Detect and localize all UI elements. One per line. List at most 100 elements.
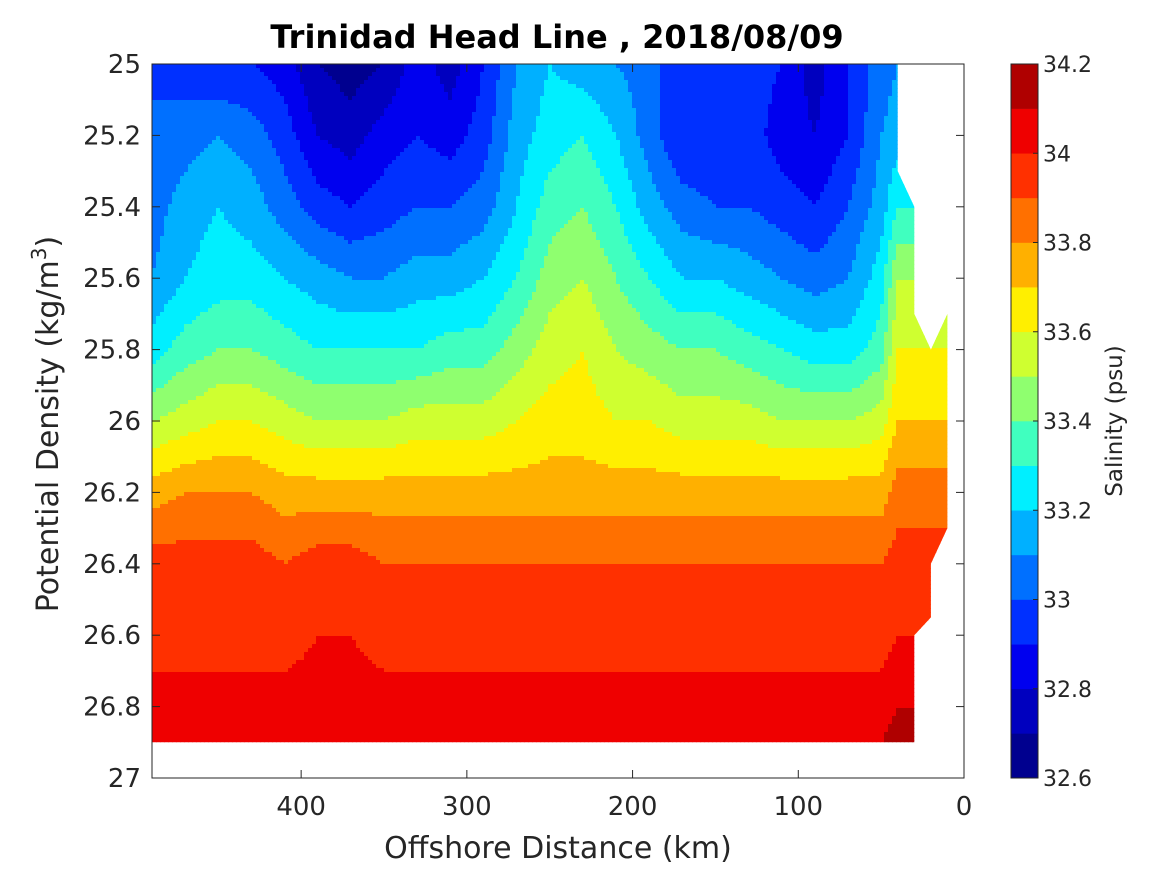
contour-cell	[572, 156, 577, 161]
contour-cell	[692, 148, 697, 153]
contour-cell	[788, 132, 793, 137]
contour-cell	[208, 152, 213, 157]
contour-cell	[784, 152, 789, 157]
contour-cell	[188, 152, 193, 157]
contour-cell	[836, 68, 841, 73]
contour-cell	[224, 96, 229, 101]
contour-cell	[448, 156, 453, 161]
contour-cell	[668, 128, 673, 133]
contour-cell	[480, 144, 485, 149]
contour-cell	[632, 124, 637, 129]
contour-cell	[284, 112, 289, 117]
contour-cell	[612, 68, 617, 73]
contour-cell	[616, 108, 621, 113]
contour-cell	[188, 136, 193, 141]
contour-cell	[160, 68, 165, 73]
contour-cell	[688, 156, 693, 161]
contour-cell	[564, 68, 569, 73]
contour-cell	[444, 116, 449, 121]
contour-cell	[268, 108, 273, 113]
contour-cell	[644, 152, 649, 157]
contour-cell	[188, 116, 193, 121]
contour-cell	[308, 128, 313, 133]
contour-cell	[540, 148, 545, 153]
contour-cell	[352, 92, 357, 97]
contour-cell	[244, 148, 249, 153]
contour-cell	[632, 148, 637, 153]
contour-cell	[756, 132, 761, 137]
contour-cell	[844, 100, 849, 105]
contour-cell	[772, 76, 777, 81]
contour-cell	[600, 100, 605, 105]
contour-cell	[256, 68, 261, 73]
contour-cell	[580, 64, 585, 69]
contour-cell	[608, 64, 613, 69]
contour-cell	[564, 112, 569, 117]
contour-cell	[388, 68, 393, 73]
contour-cell	[244, 88, 249, 93]
contour-cell	[756, 136, 761, 141]
contour-cell	[740, 140, 745, 145]
contour-cell	[260, 100, 265, 105]
contour-cell	[848, 72, 853, 77]
contour-cell	[628, 132, 633, 137]
contour-cell	[356, 68, 361, 73]
contour-cell	[716, 88, 721, 93]
contour-cell	[684, 136, 689, 141]
contour-cell	[188, 72, 193, 77]
contour-cell	[596, 160, 601, 165]
contour-cell	[512, 132, 517, 137]
contour-cell	[172, 116, 177, 121]
contour-cell	[296, 148, 301, 153]
contour-cell	[556, 148, 561, 153]
contour-cell	[320, 128, 325, 133]
contour-cell	[792, 68, 797, 73]
contour-cell	[600, 64, 605, 69]
contour-cell	[496, 148, 501, 153]
contour-cell	[872, 132, 877, 137]
contour-cell	[324, 72, 329, 77]
contour-cell	[412, 128, 417, 133]
contour-cell	[264, 104, 269, 109]
contour-cell	[728, 64, 733, 69]
contour-cell	[444, 64, 449, 69]
contour-cell	[180, 80, 185, 85]
contour-cell	[848, 104, 853, 109]
contour-cell	[296, 160, 301, 165]
contour-cell	[756, 104, 761, 109]
contour-cell	[644, 100, 649, 105]
contour-cell	[788, 152, 793, 157]
contour-cell	[692, 156, 697, 161]
contour-cell	[176, 152, 181, 157]
contour-cell	[228, 148, 233, 153]
contour-cell	[176, 80, 181, 85]
contour-cell	[344, 156, 349, 161]
contour-cell	[552, 136, 557, 141]
contour-cell	[284, 148, 289, 153]
contour-cell	[628, 152, 633, 157]
contour-cell	[716, 112, 721, 117]
contour-cell	[500, 68, 505, 73]
contour-cell	[888, 100, 893, 105]
contour-cell	[608, 140, 613, 145]
contour-cell	[828, 120, 833, 125]
contour-cell	[744, 152, 749, 157]
contour-cell	[780, 148, 785, 153]
contour-cell	[628, 72, 633, 77]
contour-cell	[460, 108, 465, 113]
contour-cell	[556, 104, 561, 109]
contour-cell	[240, 84, 245, 89]
contour-cell	[256, 104, 261, 109]
contour-cell	[832, 96, 837, 101]
contour-cell	[316, 112, 321, 117]
contour-cell	[544, 96, 549, 101]
contour-cell	[300, 84, 305, 89]
contour-cell	[440, 84, 445, 89]
contour-cell	[740, 96, 745, 101]
contour-cell	[400, 116, 405, 121]
contour-cell	[376, 64, 381, 69]
contour-cell	[704, 112, 709, 117]
contour-cell	[376, 144, 381, 149]
contour-cell	[312, 112, 317, 117]
contour-cell	[844, 88, 849, 93]
